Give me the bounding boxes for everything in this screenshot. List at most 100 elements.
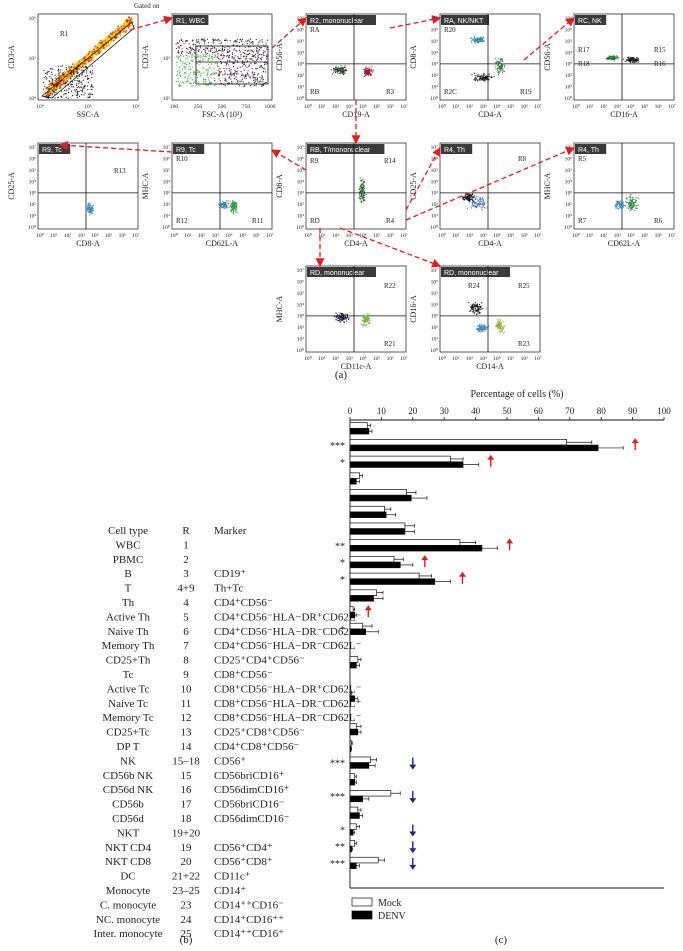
scatter-dot bbox=[211, 48, 213, 50]
scatter-dot bbox=[632, 204, 635, 207]
scatter-dot bbox=[335, 67, 337, 69]
flow-xtick: 10⁷ bbox=[400, 356, 408, 362]
scatter-dot bbox=[362, 325, 364, 327]
table-cell-r: 15 bbox=[181, 770, 193, 782]
scatter-dot bbox=[363, 323, 365, 326]
flow-xtick: 10⁴ bbox=[359, 356, 367, 362]
scatter-dot bbox=[629, 208, 632, 210]
panel-tag-text: RC, NK bbox=[578, 18, 602, 25]
scatter-dot bbox=[633, 61, 635, 63]
scatter-dot bbox=[103, 38, 106, 41]
scatter-dot bbox=[334, 70, 336, 73]
scatter-dot bbox=[176, 41, 179, 43]
scatter-dot bbox=[217, 65, 219, 68]
flow-xtick: 10⁷ bbox=[266, 233, 274, 239]
flow-xlabel: CD19-A bbox=[342, 110, 370, 119]
scatter-dot bbox=[473, 303, 475, 305]
scatter-dot bbox=[55, 85, 58, 87]
scatter-dot bbox=[498, 61, 500, 63]
bar-denv bbox=[349, 662, 357, 669]
bar-mock bbox=[349, 689, 352, 697]
scatter-dot bbox=[348, 317, 350, 319]
down-arrow-head bbox=[409, 848, 417, 854]
scatter-dot bbox=[474, 197, 477, 199]
scatter-dot bbox=[634, 60, 636, 62]
scatter-dot bbox=[92, 210, 94, 212]
scatter-dot bbox=[213, 85, 216, 87]
scatter-dot bbox=[124, 19, 127, 22]
scatter-dot bbox=[608, 58, 610, 60]
scatter-dot bbox=[211, 72, 213, 75]
scatter-dot bbox=[199, 56, 202, 58]
scatter-dot bbox=[80, 86, 82, 88]
flow-ylabel: CD56-A bbox=[543, 43, 552, 71]
flow-xtick: 10⁵ bbox=[373, 356, 381, 362]
scatter-dot bbox=[503, 331, 506, 333]
scatter-dot bbox=[237, 211, 239, 213]
flow-xtick: 10⁶ bbox=[387, 356, 395, 362]
panel-tag-text: RB, T/mononuclear bbox=[310, 147, 371, 154]
scatter-dot bbox=[265, 58, 268, 60]
scatter-dot bbox=[360, 179, 362, 182]
scatter-dot bbox=[482, 198, 484, 201]
scatter-dot bbox=[217, 52, 219, 54]
flow-xtick: 10³ bbox=[346, 104, 354, 110]
scatter-dot bbox=[204, 55, 207, 57]
flow-xtick: 10⁵ bbox=[105, 233, 113, 239]
flow-ytick: 10⁴ bbox=[297, 302, 305, 308]
scatter-dot bbox=[248, 53, 251, 55]
scatter-dot bbox=[222, 50, 224, 52]
scatter-dot bbox=[468, 196, 470, 198]
scatter-dot bbox=[230, 69, 232, 71]
scatter-dot bbox=[335, 319, 337, 321]
scatter-dot bbox=[188, 68, 190, 70]
scatter-dot bbox=[235, 78, 237, 81]
scatter-dot bbox=[366, 319, 369, 321]
scatter-dot bbox=[231, 55, 233, 58]
scatter-dot bbox=[48, 91, 50, 93]
scatter-dot bbox=[62, 73, 64, 76]
scatter-dot bbox=[81, 73, 83, 75]
scatter-dot bbox=[251, 58, 253, 60]
scatter-dot bbox=[89, 93, 92, 95]
gate-region-label: R12 bbox=[176, 217, 188, 225]
scatter-dot bbox=[486, 326, 488, 328]
scatter-dot bbox=[63, 82, 65, 84]
scatter-dot bbox=[362, 186, 365, 188]
scatter-dot bbox=[212, 40, 215, 42]
scatter-dot bbox=[263, 62, 266, 64]
table-cell-marker: CD4⁺CD8⁺CD56⁻ bbox=[214, 741, 299, 753]
scatter-dot bbox=[82, 66, 85, 69]
flow-xtick: 10⁶ bbox=[387, 104, 395, 110]
table-cell-r: 20 bbox=[181, 856, 193, 868]
scatter-dot bbox=[478, 325, 480, 327]
scatter-dot bbox=[343, 66, 345, 68]
scatter-dot bbox=[260, 58, 262, 61]
scatter-dot bbox=[221, 50, 223, 52]
scatter-dot bbox=[248, 81, 250, 83]
scatter-dot bbox=[63, 79, 65, 82]
scatter-dot bbox=[208, 79, 210, 81]
scatter-dot bbox=[216, 63, 218, 65]
scatter-dot bbox=[361, 194, 363, 196]
flow-ylabel: CD3-A bbox=[7, 45, 16, 69]
gate-region-label: R20 bbox=[444, 26, 456, 34]
scatter-dot bbox=[499, 319, 501, 321]
scatter-dot bbox=[91, 93, 93, 95]
scatter-dot bbox=[629, 201, 631, 203]
bar-denv bbox=[349, 428, 370, 435]
scatter-dot bbox=[43, 77, 45, 79]
flow-xtick: 10¹ bbox=[50, 233, 58, 239]
scatter-dot bbox=[368, 74, 370, 76]
flow-xtick: 10⁰ bbox=[438, 103, 447, 110]
flow-ytick: 10¹ bbox=[29, 214, 37, 220]
scatter-dot bbox=[335, 315, 337, 317]
flow-panel-frame bbox=[439, 142, 541, 230]
flow-ytick: 10¹ bbox=[297, 85, 305, 91]
scatter-dot bbox=[610, 56, 612, 58]
scatter-dot bbox=[117, 25, 120, 28]
scatter-dot bbox=[231, 206, 233, 208]
